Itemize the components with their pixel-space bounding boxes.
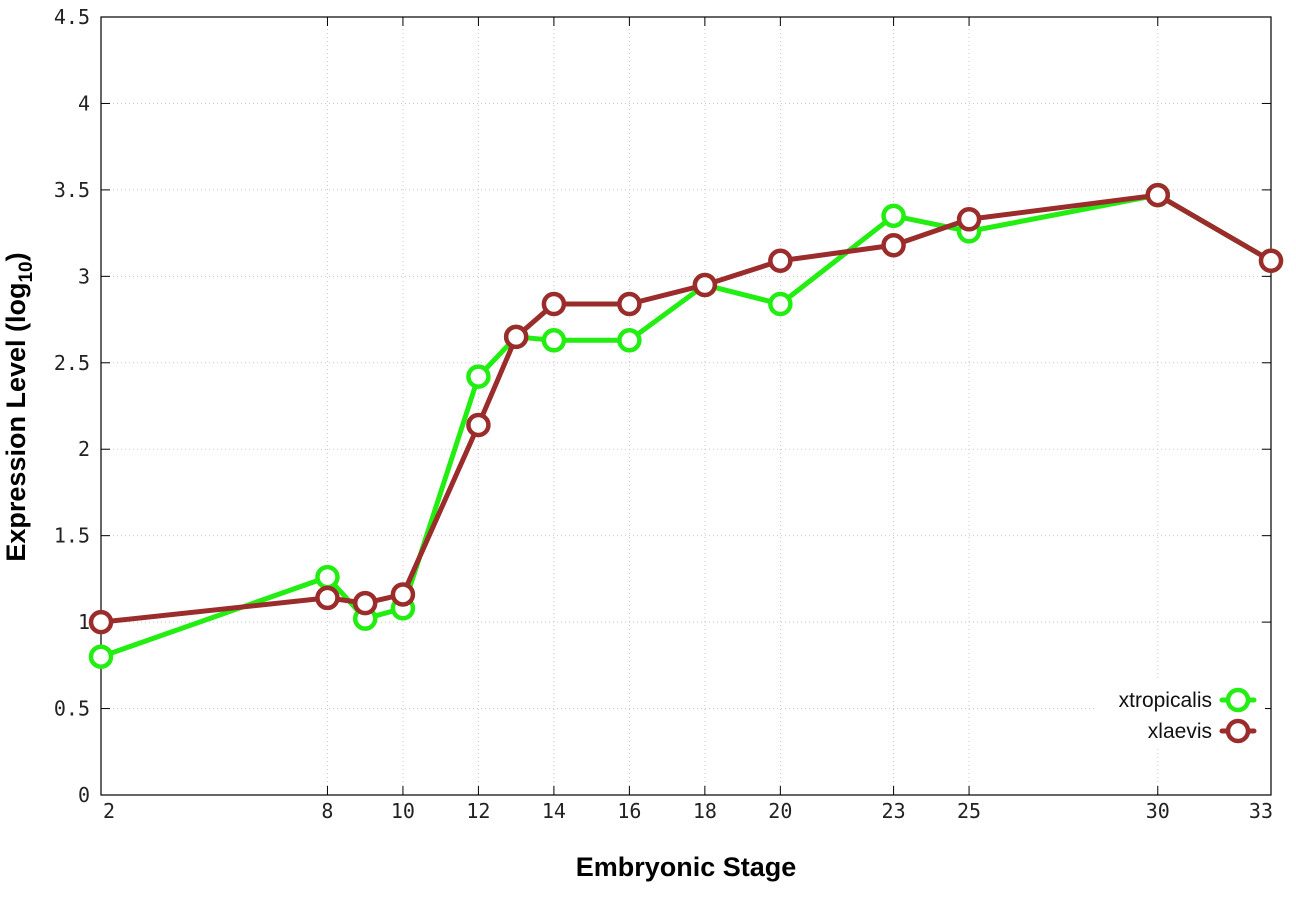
y-tick-label: 0.5: [54, 697, 90, 721]
y-axis-title-main: Expression Level (log: [1, 283, 31, 562]
data-point-xlaevis: [1258, 248, 1284, 274]
legend: xtropicalis xlaevis: [1095, 680, 1265, 748]
y-tick-label: 1.5: [54, 524, 90, 548]
x-tick-labels: 2 8 10 12 14 16 18 20 23 25 30 33: [103, 799, 1273, 823]
data-point-xlaevis: [466, 412, 491, 438]
data-point-xlaevis: [503, 324, 529, 350]
x-tick-label: 23: [882, 799, 906, 823]
data-point-xtropicalis: [541, 328, 567, 353]
data-point-xtropicalis: [315, 564, 340, 590]
data-point-xtropicalis: [881, 203, 906, 229]
data-point-xtropicalis: [617, 328, 642, 353]
y-tick-label: 2: [78, 437, 90, 461]
data-point-xtropicalis: [466, 364, 491, 389]
x-tick-label: 12: [466, 799, 490, 823]
x-tick-label: 14: [542, 799, 566, 823]
data-point-xlaevis: [768, 248, 793, 274]
y-tick-label: 0: [78, 783, 90, 807]
x-tick-label: 18: [693, 799, 717, 823]
grid-lines: [101, 17, 1271, 795]
x-tick-label: 10: [391, 799, 415, 823]
data-point-xlaevis: [88, 609, 114, 635]
legend-label-xtropicalis: xtropicalis: [1119, 689, 1212, 712]
data-point-xlaevis: [1145, 182, 1171, 208]
plot-frame: [100, 16, 1272, 796]
series-xlaevis: [88, 182, 1284, 635]
x-tick-label: 20: [768, 799, 792, 823]
y-tick-label: 4.5: [54, 5, 90, 29]
data-point-xtropicalis: [768, 291, 793, 317]
series-layer: [88, 182, 1284, 669]
x-tick-label: 2: [103, 799, 115, 823]
y-tick-label: 4: [78, 91, 90, 115]
data-point-xlaevis: [692, 272, 718, 298]
y-tick-label: 3: [78, 264, 90, 288]
x-tick-label: 30: [1146, 799, 1170, 823]
legend-marker-xtropicalis: [1225, 687, 1251, 713]
y-tick-label: 3.5: [54, 178, 90, 202]
legend-marker-xlaevis: [1225, 718, 1251, 744]
data-point-xlaevis: [315, 585, 340, 611]
x-tick-label: 25: [957, 799, 981, 823]
x-tick-label: 16: [617, 799, 641, 823]
y-axis-title-end: ): [1, 252, 31, 261]
data-point-xlaevis: [881, 232, 906, 258]
y-tick-label: 1: [78, 610, 90, 634]
data-point-xlaevis: [617, 291, 642, 317]
data-point-xlaevis: [352, 590, 378, 616]
x-tick-label: 33: [1249, 799, 1273, 823]
data-point-xlaevis: [390, 582, 416, 607]
data-point-xlaevis: [956, 207, 982, 232]
legend-label-xlaevis: xlaevis: [1148, 720, 1212, 743]
y-tick-labels: 0 0.5 1 1.5 2 2.5 3 3.5 4 4.5: [54, 5, 90, 807]
data-point-xtropicalis: [88, 644, 114, 669]
x-axis-title: Embryonic Stage: [576, 852, 797, 882]
y-axis-title-subscript: 10: [16, 261, 37, 282]
data-point-xlaevis: [541, 291, 567, 317]
y-tick-label: 2.5: [54, 351, 90, 375]
y-axis-title: Expression Level (log10): [1, 252, 37, 561]
x-tick-label: 8: [321, 799, 333, 823]
